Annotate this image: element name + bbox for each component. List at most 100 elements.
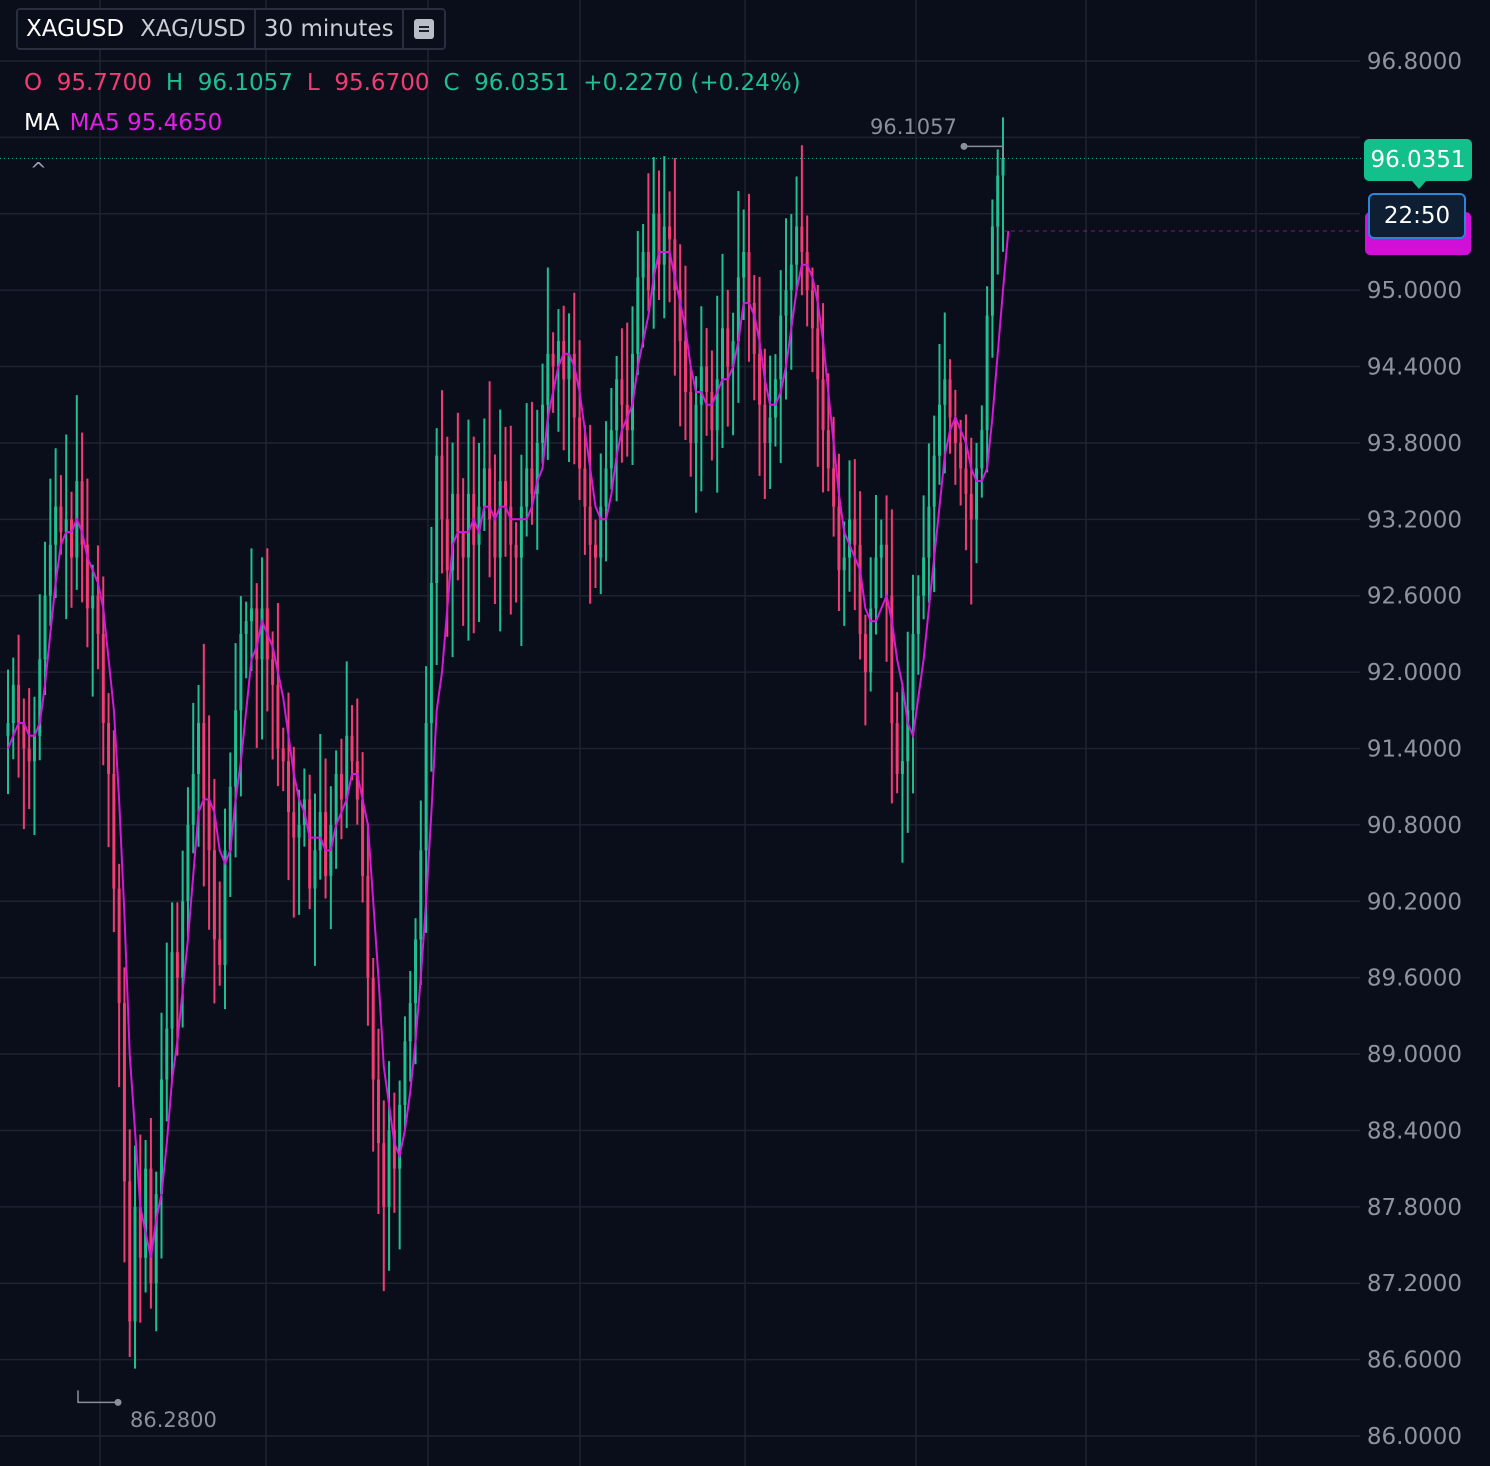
candle-body-up [985,315,989,431]
candle-body-down [350,735,354,762]
candle-body-down [445,519,449,571]
candle-body-up [848,519,852,558]
candle-body-up [239,633,243,711]
candle-body-up [795,226,799,265]
y-tick-label: 92.6000 [1367,584,1462,610]
candle-body-down [710,392,714,431]
candle-body-down [355,761,359,800]
candle-body-up [387,1130,391,1207]
candle-body-up [244,621,248,634]
candle-body-up [477,506,481,545]
candle-body-up [694,404,698,443]
candle-body-down [752,302,756,354]
candle-body-down [440,455,444,520]
candle-body-down [17,684,21,724]
candle-body-down [673,239,677,291]
candle-body-down [27,748,31,762]
candle-body-up [429,582,433,724]
interval-button[interactable]: 30 minutes [253,10,402,48]
y-tick-label: 92.0000 [1367,660,1462,686]
collapse-legend-icon[interactable]: ^ [30,158,47,182]
y-tick-label: 91.4000 [1367,737,1462,763]
candle-body-down [85,544,89,609]
candle-body-up [996,175,1000,227]
candle-body-down [117,888,121,1004]
ma5-value: MA5 95.4650 [69,110,223,136]
candle-body-down [800,226,804,252]
candle-body-up [451,493,455,571]
candle-body-down [371,977,375,1080]
y-tick-label: 90.2000 [1367,889,1462,915]
candle-body-up [609,430,613,469]
candle-body-down [562,341,566,380]
candle-body-down [493,519,497,558]
candle-body-up [234,710,238,787]
candle-body-down [514,544,518,558]
symbol-label[interactable]: XAGUSD [26,16,125,42]
candle-body-down [255,608,259,660]
candle-body-up [466,493,470,558]
candle-body-up [541,404,545,443]
candle-body-down [382,1143,386,1207]
price-axis[interactable]: 96.8000 95.0000 94.4000 93.8000 93.2000 92.60… [1367,49,1462,1450]
candle-body-down [832,468,836,507]
high-marker-line [964,145,1004,160]
symbol-header[interactable]: XAGUSD XAG/USD 30 minutes [16,8,446,50]
candle-body-up [567,353,571,380]
candle-body-down [218,939,222,965]
candle-body-up [403,1041,407,1105]
candle-body-down [107,723,111,774]
candle-body-down [964,468,968,494]
close-label: C 96.0351 [443,70,570,96]
y-tick-label: 93.2000 [1367,507,1462,533]
candle-body-up [980,430,984,469]
candle-body-up [916,595,920,634]
candle-body-up [133,1206,137,1322]
legend-menu-button[interactable] [401,10,444,48]
candle-body-down [276,684,280,749]
candle-body-up [223,850,227,965]
candle-body-up [197,723,201,774]
candle-body-up [334,773,338,825]
candle-body-down [207,799,211,851]
candle-body-down [816,328,820,380]
candle-body-down [281,748,285,762]
candle-body-down [530,468,534,494]
candle-body-down [689,392,693,443]
candle-body-up [546,353,550,405]
candle-body-up [922,557,926,596]
candle-body-up [313,850,317,889]
candle-body-up [154,1194,158,1284]
candle-body-up [662,226,666,265]
candle-body-down [805,251,809,291]
candle-body-down [583,468,587,507]
candle-body-up [519,506,523,558]
candle-body-down [763,404,767,443]
candle-body-up [604,468,608,507]
candle-body-down [969,493,973,520]
candle-body-up [641,251,645,278]
candle-body-up [43,595,47,660]
pair-label: XAG/USD [140,16,246,42]
candle-body-up [1001,158,1005,176]
y-tick-label: 90.8000 [1367,813,1462,839]
candle-body-up [789,264,793,291]
candle-body-up [535,442,539,494]
candlestick-series [6,117,1005,1369]
candle-body-up [228,786,232,851]
extreme-markers [0,142,1362,1406]
candle-body-down [366,875,370,978]
candle-body-down [593,544,597,558]
candle-body-down [22,723,26,749]
candle-body-up [419,850,423,940]
y-tick-label: 87.8000 [1367,1195,1462,1221]
candle-body-down [112,773,116,889]
candle-body-down [572,353,576,418]
candle-body-up [38,659,42,736]
indicator-legend[interactable]: MA MA5 95.4650 [24,110,222,136]
candle-body-down [948,379,952,418]
candle-body-up [906,710,910,762]
candle-body-down [122,1003,126,1182]
y-tick-label: 86.0000 [1367,1424,1462,1450]
